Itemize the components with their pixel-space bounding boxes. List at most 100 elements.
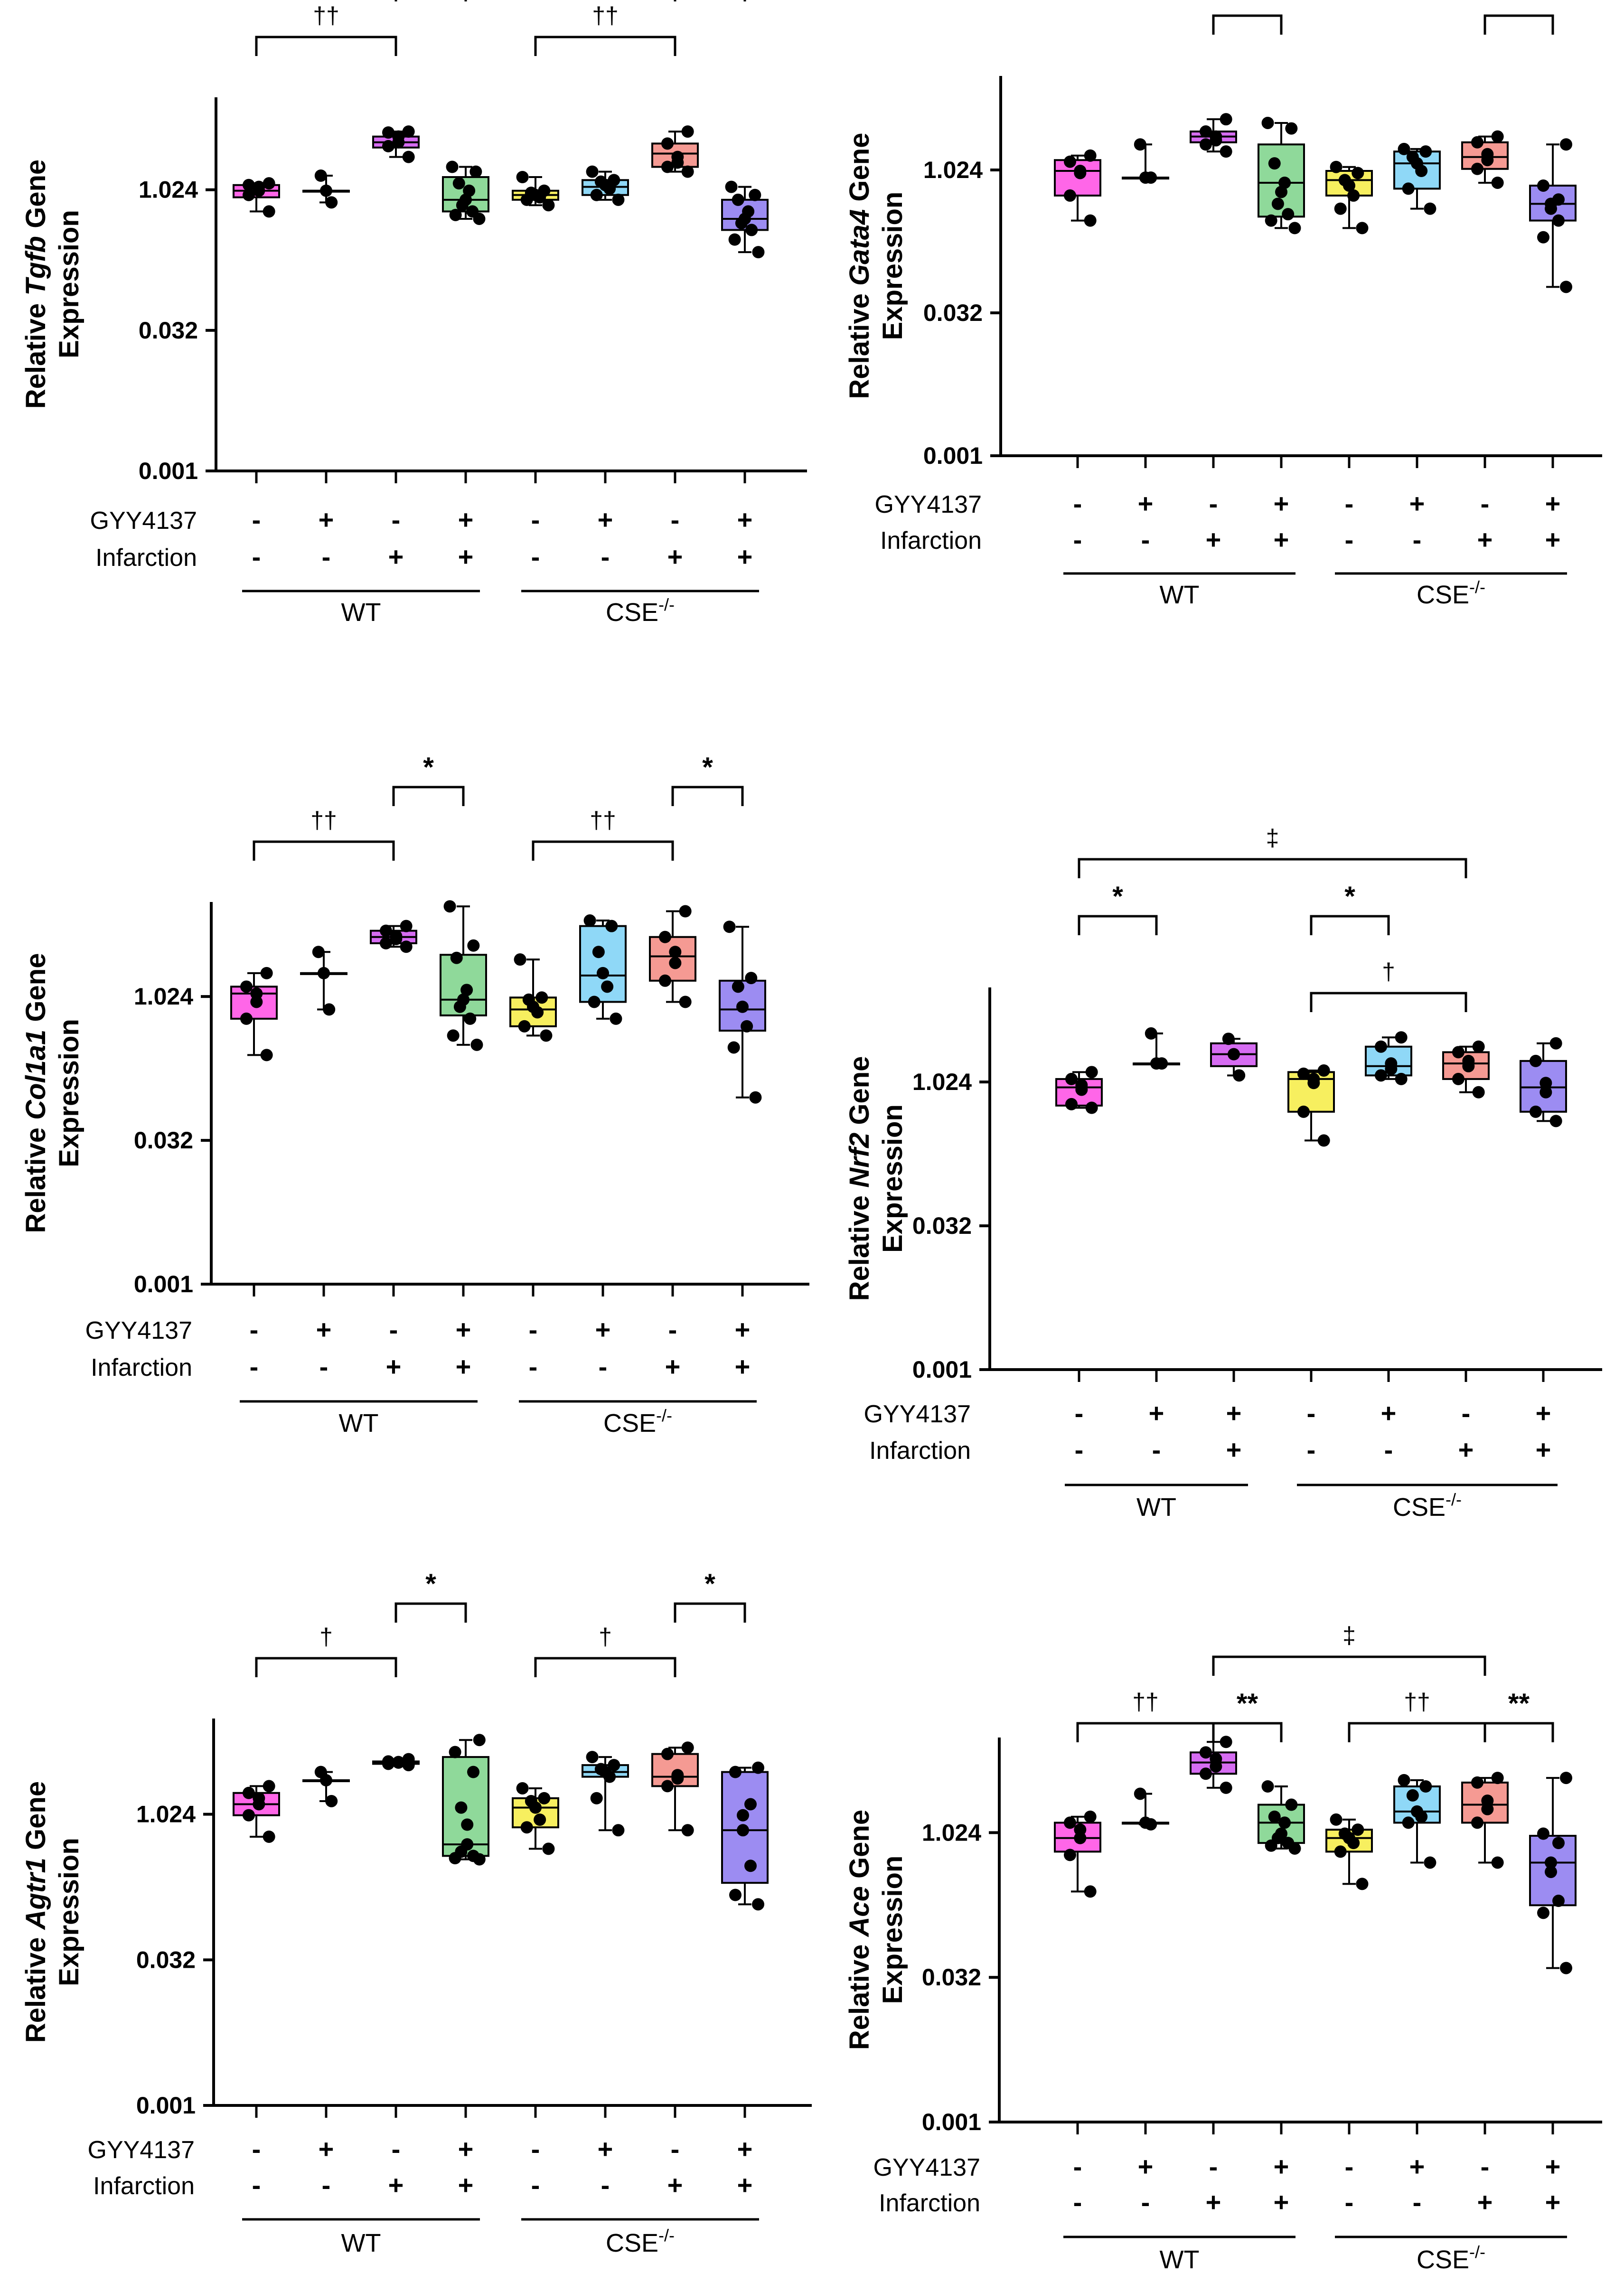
gyy-sign: + (1226, 1398, 1242, 1428)
data-point (1317, 1064, 1330, 1077)
data-point (318, 967, 330, 979)
infarction-sign: + (1545, 2187, 1561, 2217)
y-label-prefix: Relative (20, 296, 51, 409)
data-point (681, 1741, 694, 1754)
gyy-sign: + (737, 2134, 753, 2164)
y-tick-label: 0.032 (912, 1212, 972, 1239)
data-point (752, 1898, 764, 1911)
data-point (679, 905, 692, 918)
data-point (1462, 1054, 1475, 1067)
data-point (314, 1766, 327, 1778)
data-point (1278, 176, 1291, 189)
infarction-sign: + (386, 1352, 402, 1381)
infarction-sign: - (1345, 2187, 1354, 2217)
data-point (1338, 174, 1351, 187)
bracket-line (1076, 1722, 1215, 1742)
gyy-sign: + (1138, 2151, 1154, 2181)
significance-bracket: †† (534, 2, 676, 56)
row-label-gyy: GYY4137 (875, 491, 982, 518)
y-label-suffix: Gene (844, 1810, 875, 1886)
data-point (260, 1049, 273, 1061)
genotype-name: WT (1160, 2245, 1200, 2274)
infarction-sign: - (252, 542, 261, 572)
data-point (729, 1888, 742, 1901)
data-point (382, 126, 394, 139)
data-point (449, 1746, 461, 1758)
data-point (1275, 1827, 1287, 1840)
box-wt_ctrl (230, 967, 278, 1061)
data-point (1537, 1907, 1549, 1919)
data-point (1537, 179, 1549, 192)
infarction-sign: + (458, 542, 474, 572)
y-axis-label: Relative Agtr1 Gene (20, 1781, 51, 2043)
gyy-sign: - (1209, 488, 1218, 518)
infarction-sign: - (1345, 525, 1354, 554)
data-point (742, 205, 755, 218)
bracket-line (255, 36, 397, 56)
data-point (461, 1838, 474, 1851)
y-axis-label-line2: Expression (877, 1104, 908, 1253)
box-ko_mi (1461, 1772, 1509, 1869)
significance-label: * (425, 1569, 436, 1599)
data-point (520, 1821, 533, 1834)
genotype-label: WT (1160, 581, 1200, 609)
data-point (1307, 1072, 1320, 1085)
gyy-sign: - (1462, 1398, 1471, 1428)
genotype-name: WT (1160, 581, 1200, 609)
data-point (1285, 1798, 1298, 1811)
data-point (263, 205, 275, 218)
infarction-sign: + (1274, 525, 1289, 554)
gyy-sign: + (1536, 1398, 1551, 1428)
data-point (728, 233, 741, 246)
gyy-sign: + (1409, 488, 1425, 518)
chart-panel-agtr1: 1.024 0.032 0.001 Relative Agtr1 GeneExpres… (20, 1569, 812, 2257)
data-point (1560, 1962, 1572, 1974)
box-wt_mi_gyy (1258, 1780, 1305, 1855)
infarction-sign: + (1477, 2187, 1493, 2217)
data-point (601, 980, 614, 993)
data-point (457, 993, 469, 1006)
gyy-sign: - (531, 2134, 540, 2164)
data-point (1200, 125, 1212, 138)
box-ko_mi_gyy (1529, 1772, 1577, 1974)
infarction-sign: + (665, 1352, 681, 1381)
bracket-line (1212, 1655, 1486, 1676)
data-point (1471, 1816, 1483, 1829)
bracket-line (1348, 1722, 1486, 1742)
infarction-sign: + (667, 542, 683, 572)
data-point (1347, 189, 1360, 202)
gyy-sign: - (252, 2134, 261, 2164)
data-point (320, 184, 332, 197)
data-point (1261, 116, 1274, 129)
data-point (540, 1029, 553, 1042)
significance-bracket: ** (394, 0, 467, 1)
significance-label: †† (590, 807, 616, 834)
data-point (516, 1782, 529, 1794)
data-point (464, 1012, 477, 1025)
data-point (325, 1794, 338, 1807)
y-label-prefix: Relative (20, 1930, 51, 2043)
y-tick-label: 0.001 (923, 442, 983, 469)
data-point (514, 953, 526, 966)
data-point (1085, 1066, 1098, 1079)
genotype-label: WT (341, 2229, 381, 2257)
box-wt_gyy (302, 1766, 350, 1807)
data-point (1075, 1079, 1088, 1091)
data-point (312, 946, 325, 958)
genotype-name: WT (1136, 1493, 1176, 1522)
data-point (1481, 148, 1494, 160)
data-point (605, 920, 618, 932)
gyy-sign: + (456, 1315, 471, 1344)
data-point (1540, 1086, 1552, 1099)
significance-bracket: * (392, 752, 465, 806)
gyy-sign: + (595, 1315, 611, 1344)
data-point (263, 1830, 275, 1843)
data-point (1352, 1823, 1364, 1836)
data-point (402, 1753, 415, 1766)
data-point (538, 184, 551, 197)
gyy-sign: - (252, 505, 261, 535)
gyy-sign: + (316, 1315, 332, 1344)
significance-bracket: * (394, 1569, 467, 1623)
y-label-gene: Ace (844, 1886, 875, 1937)
significance-bracket: ‡ (1078, 825, 1467, 878)
